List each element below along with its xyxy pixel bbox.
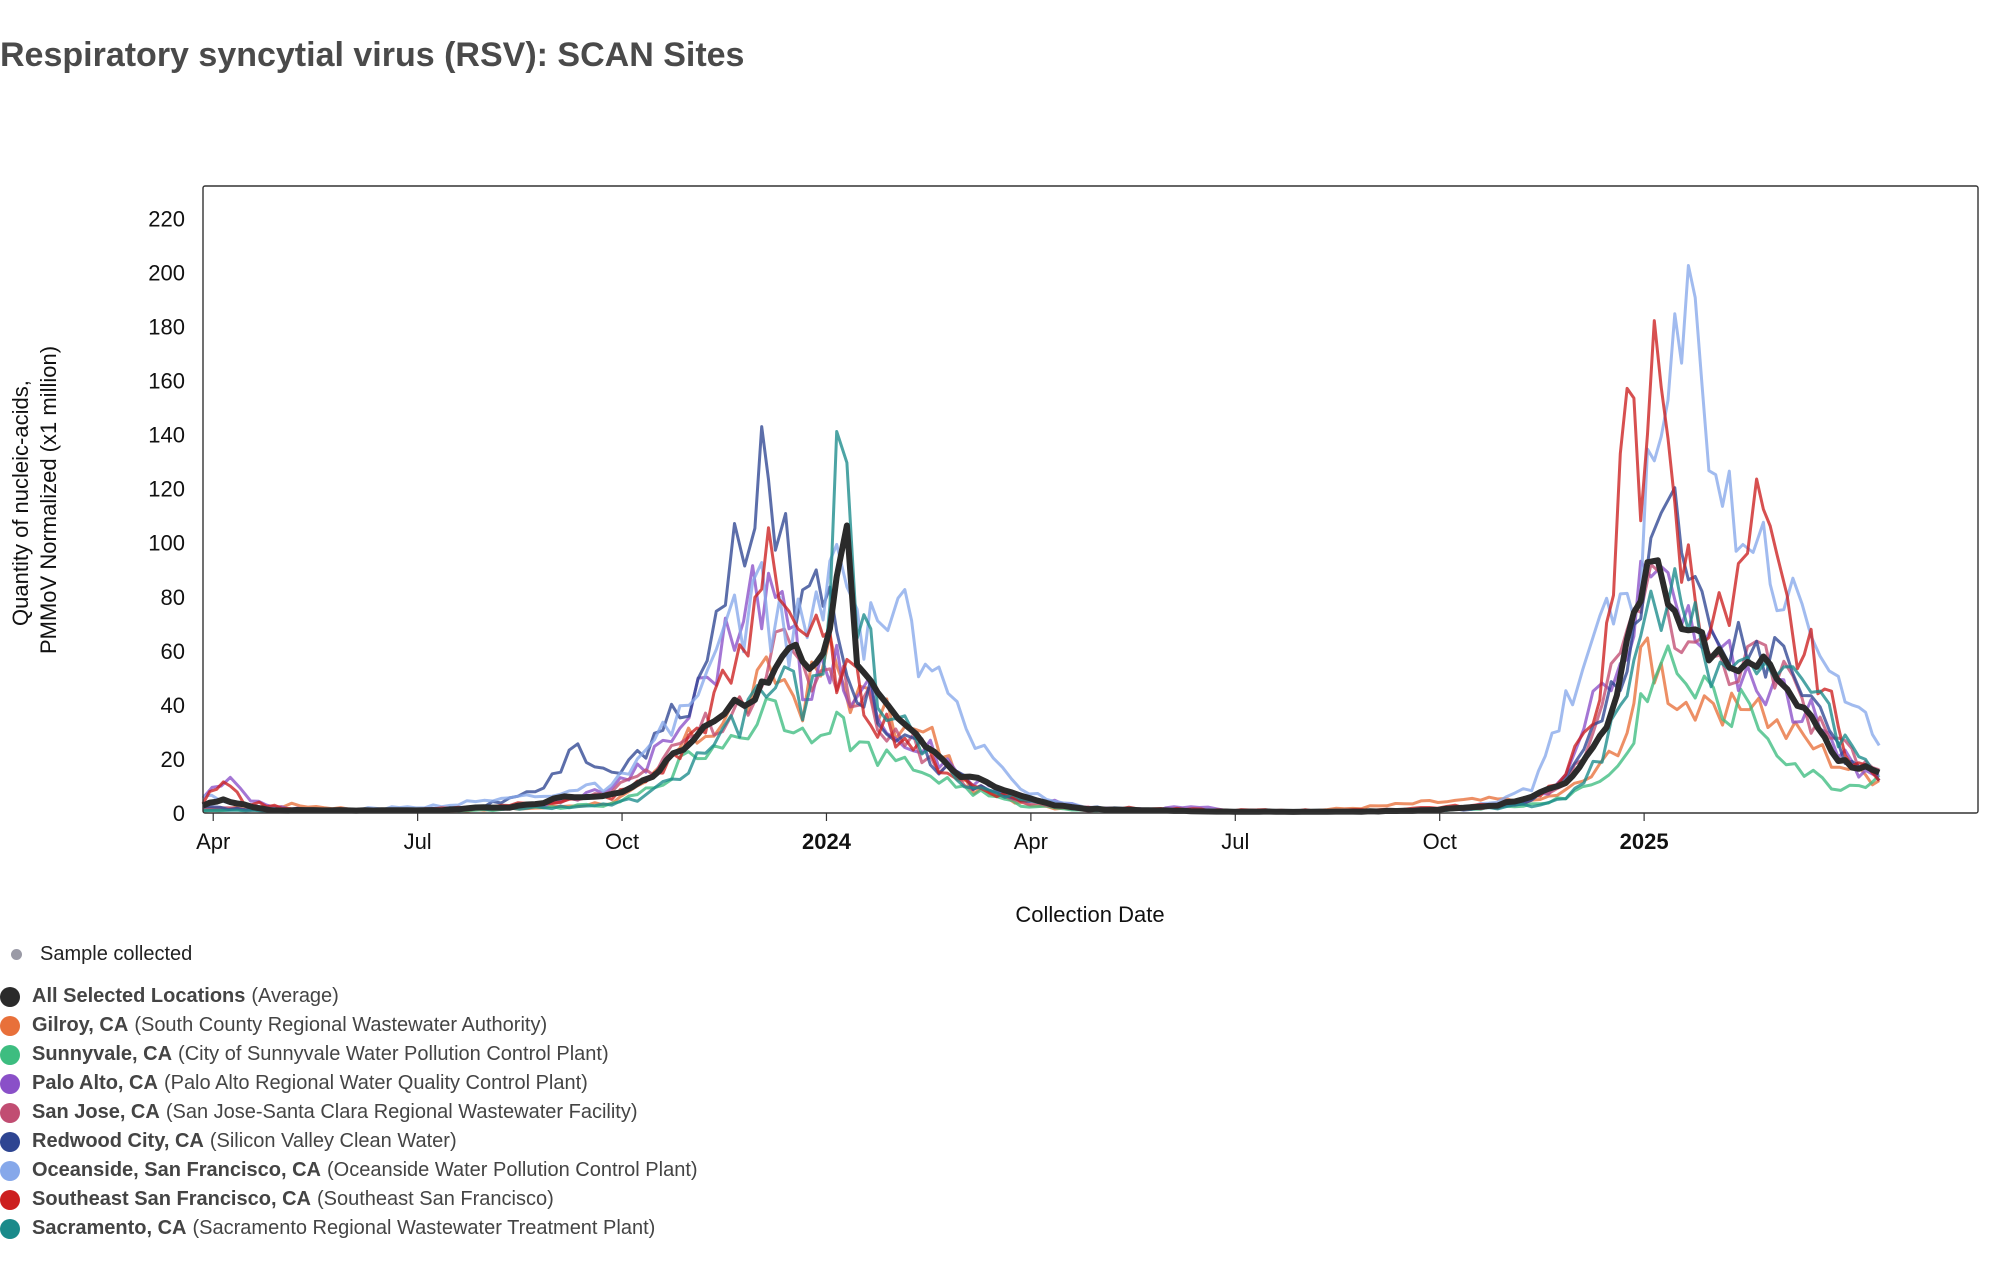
y-tick-label: 80 bbox=[161, 585, 185, 610]
x-tick-label: Oct bbox=[605, 829, 639, 854]
legend-item-site[interactable]: Sacramento, CA (Sacramento Regional Waste… bbox=[0, 1214, 698, 1243]
y-axis: 0 20 40 60 80 100 120 140 160 180 200 220 bbox=[148, 206, 185, 826]
y-axis-title-line1: Quantity of nucleic-acids, bbox=[8, 380, 33, 626]
series-lines bbox=[201, 264, 1881, 815]
legend-dot-icon bbox=[0, 1015, 20, 1036]
legend-item-site[interactable]: Southeast San Francisco, CA (Southeast Sa… bbox=[0, 1185, 698, 1214]
legend-desc: (Silicon Valley Clean Water) bbox=[209, 1130, 457, 1152]
y-tick-label: 180 bbox=[148, 315, 185, 340]
legend-dot-icon bbox=[0, 1131, 20, 1152]
legend-dot-icon bbox=[0, 1102, 20, 1123]
legend-name: Sunnyvale, CA bbox=[32, 1043, 173, 1065]
legend-desc: (City of Sunnyvale Water Pollution Contr… bbox=[178, 1043, 609, 1065]
y-tick-label: 140 bbox=[148, 423, 185, 448]
y-tick-label: 200 bbox=[148, 260, 185, 285]
legend-item-site[interactable]: Gilroy, CA (South County Regional Wastewa… bbox=[0, 1011, 698, 1040]
series-line-site[interactable] bbox=[203, 430, 1880, 814]
legend-name: All Selected Locations bbox=[32, 985, 246, 1007]
plot-frame bbox=[202, 185, 1979, 814]
legend-name: Gilroy, CA bbox=[32, 1014, 129, 1036]
y-tick-label: 40 bbox=[161, 693, 185, 718]
sample-dot-icon bbox=[11, 948, 22, 960]
x-tick-label: Jul bbox=[404, 829, 432, 854]
legend-name: San Jose, CA bbox=[32, 1101, 160, 1123]
legend-name: Redwood City, CA bbox=[32, 1130, 204, 1152]
y-tick-label: 0 bbox=[173, 801, 185, 826]
y-tick-label: 160 bbox=[148, 369, 185, 394]
x-tick-label: Apr bbox=[196, 829, 230, 854]
legend-dot-icon bbox=[0, 1160, 20, 1181]
legend-dot-icon bbox=[0, 986, 20, 1007]
y-tick-label: 20 bbox=[161, 747, 185, 772]
x-tick-label: 2024 bbox=[802, 829, 852, 854]
legend-desc: (Sacramento Regional Wastewater Treatmen… bbox=[192, 1217, 656, 1239]
legend-name: Sacramento, CA bbox=[32, 1217, 187, 1239]
y-tick-label: 60 bbox=[161, 639, 185, 664]
y-tick-label: 100 bbox=[148, 531, 185, 556]
series-line-average[interactable] bbox=[201, 522, 1881, 815]
y-axis-title-line2: PMMoV Normalized (x1 million) bbox=[36, 346, 61, 654]
legend-desc: (Oceanside Water Pollution Control Plant… bbox=[327, 1159, 698, 1181]
series-line-site[interactable] bbox=[202, 264, 1881, 814]
legend-desc: (Southeast San Francisco) bbox=[316, 1188, 554, 1210]
legend-item-site[interactable]: Sunnyvale, CA (City of Sunnyvale Water Po… bbox=[0, 1040, 698, 1069]
x-tick-label: Oct bbox=[1423, 829, 1457, 854]
legend-item-site[interactable]: Palo Alto, CA (Palo Alto Regional Water Q… bbox=[0, 1069, 698, 1098]
x-tick-label: 2025 bbox=[1620, 829, 1669, 854]
sample-collected-label: Sample collected bbox=[40, 942, 193, 965]
legend-item-site[interactable]: Oceanside, San Francisco, CA (Oceanside W… bbox=[0, 1156, 698, 1185]
legend-sample-collected[interactable]: Sample collected bbox=[0, 940, 192, 968]
chart-title: Respiratory syncytial virus (RSV): SCAN … bbox=[0, 36, 745, 74]
legend-desc: (Average) bbox=[251, 985, 339, 1007]
x-axis: Apr Jul Oct 2024 Apr Jul Oct 2025 bbox=[196, 813, 1669, 854]
legend-item-average[interactable]: All Selected Locations (Average) bbox=[0, 982, 698, 1011]
legend-name: Southeast San Francisco, CA bbox=[32, 1188, 311, 1210]
chart-plot: 0 20 40 60 80 100 120 140 160 180 200 220 Apr Jul Oct… bbox=[8, 185, 1979, 927]
x-tick-label: Jul bbox=[1221, 829, 1249, 854]
legend-dot-icon bbox=[0, 1218, 20, 1239]
x-axis-title: Collection Date bbox=[1015, 902, 1164, 927]
legend-dot-icon bbox=[0, 1044, 20, 1065]
y-tick-label: 120 bbox=[148, 477, 185, 502]
legend-desc: (South County Regional Wastewater Author… bbox=[134, 1014, 548, 1036]
legend-list: All Selected Locations (Average) Gilroy,… bbox=[0, 982, 698, 1243]
legend-name: Oceanside, San Francisco, CA bbox=[32, 1159, 321, 1181]
legend-item-site[interactable]: San Jose, CA (San Jose-Santa Clara Region… bbox=[0, 1098, 698, 1127]
series-line-site[interactable] bbox=[201, 319, 1881, 813]
x-tick-label: Apr bbox=[1014, 829, 1048, 854]
legend-dot-icon bbox=[0, 1189, 20, 1210]
legend-item-site[interactable]: Redwood City, CA (Silicon Valley Clean Wa… bbox=[0, 1127, 698, 1156]
y-tick-label: 220 bbox=[148, 206, 185, 231]
legend-name: Palo Alto, CA bbox=[32, 1072, 158, 1094]
legend-desc: (San Jose-Santa Clara Regional Wastewate… bbox=[165, 1101, 638, 1123]
y-axis-title: Quantity of nucleic-acids, PMMoV Normali… bbox=[8, 346, 61, 654]
legend-dot-icon bbox=[0, 1073, 20, 1094]
legend-desc: (Palo Alto Regional Water Quality Contro… bbox=[163, 1072, 588, 1094]
